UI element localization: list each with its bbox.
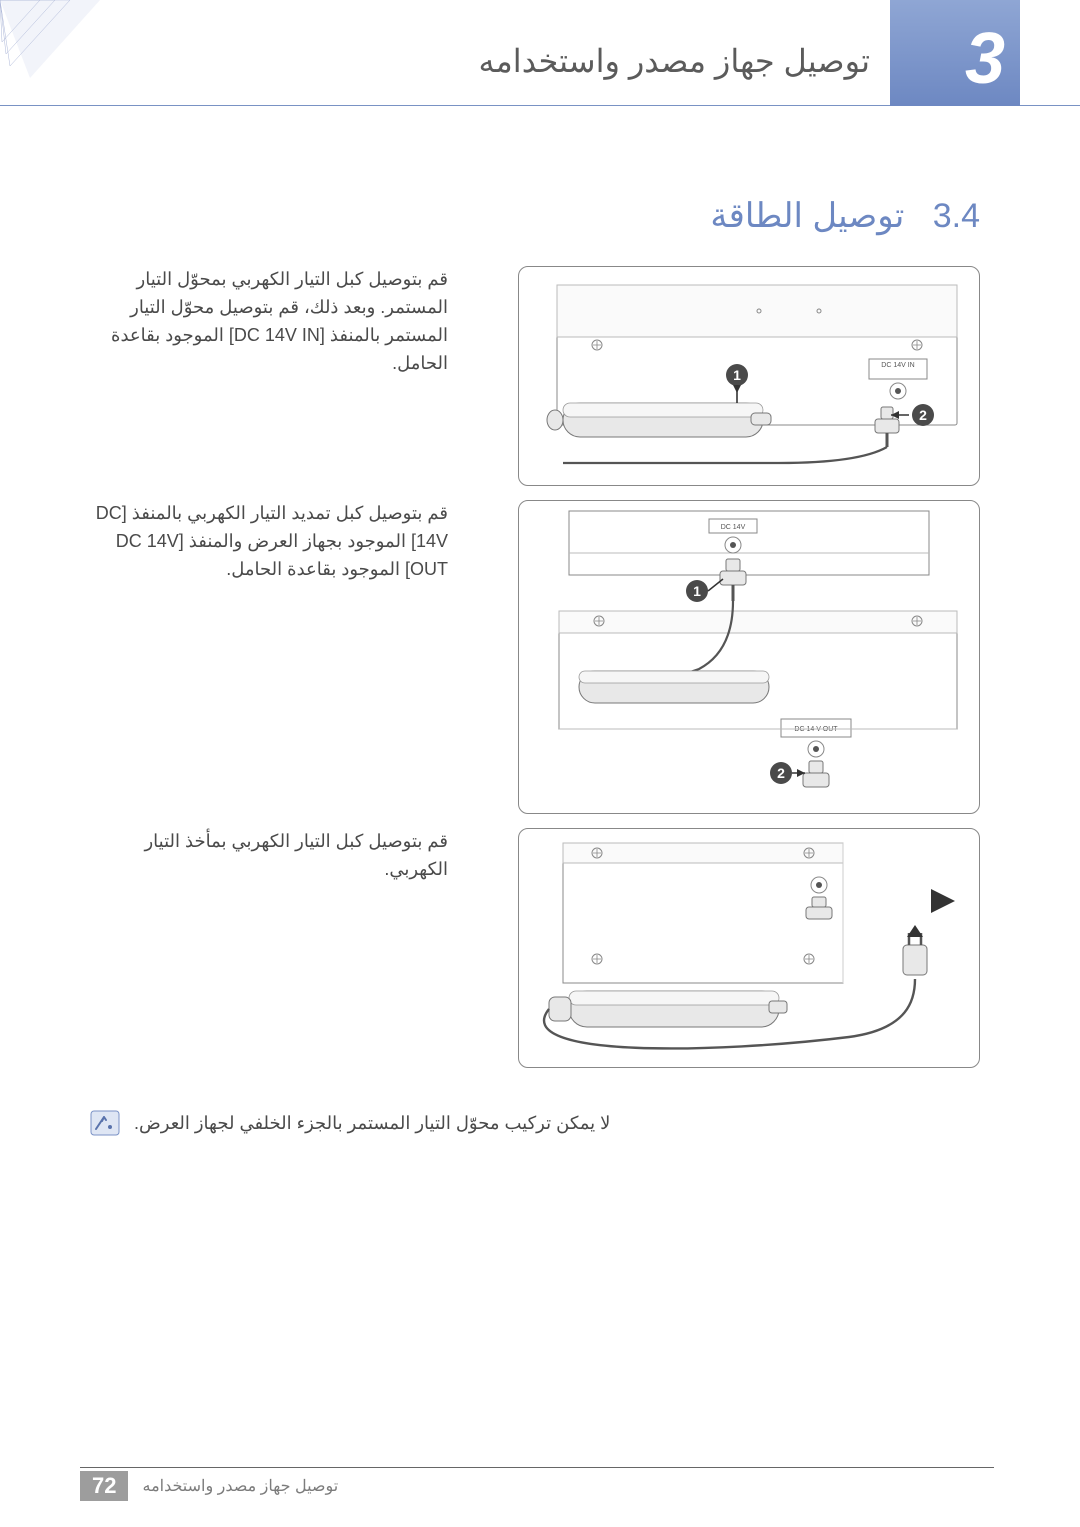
step-1-text: قم بتوصيل كبل التيار الكهربي بمحوّل التي… [88, 266, 448, 378]
footer-text: توصيل جهاز مصدر واستخدامه [142, 1476, 338, 1496]
header-decoration [0, 0, 110, 90]
section-heading: 3.4 توصيل الطاقة [0, 196, 980, 236]
step-3: قم بتوصيل كبل التيار الكهربي بمأخذ التيا… [88, 828, 980, 1068]
svg-text:1: 1 [693, 583, 701, 599]
step-2-text: قم بتوصيل كبل تمديد التيار الكهربي بالمن… [88, 500, 448, 584]
svg-text:2: 2 [777, 765, 785, 781]
dc14v-label: DC 14V [721, 524, 746, 531]
svg-text:1: 1 [733, 367, 741, 383]
dc14v-in-label: DC 14V IN [881, 362, 914, 369]
page-number: 72 [80, 1471, 128, 1501]
chapter-title: توصيل جهاز مصدر واستخدامه [479, 42, 871, 80]
step-1: DC 14V IN 2 [88, 266, 980, 486]
section-title: توصيل الطاقة [710, 197, 904, 235]
step-2-figure: DC 14V 1 [476, 500, 980, 814]
note-icon [90, 1108, 120, 1138]
note-text: لا يمكن تركيب محوّل التيار المستمر بالجز… [134, 1113, 610, 1134]
page-header: 3 توصيل جهاز مصدر واستخدامه [0, 0, 1080, 106]
note: لا يمكن تركيب محوّل التيار المستمر بالجز… [90, 1108, 990, 1138]
step-3-text: قم بتوصيل كبل التيار الكهربي بمأخذ التيا… [88, 828, 448, 884]
step-1-figure: DC 14V IN 2 [476, 266, 980, 486]
section-number: 3.4 [933, 197, 980, 235]
svg-text:2: 2 [919, 407, 927, 423]
page-footer: توصيل جهاز مصدر واستخدامه 72 [80, 1467, 994, 1497]
step-3-figure [476, 828, 980, 1068]
step-2: DC 14V 1 [88, 500, 980, 814]
chapter-number: 3 [965, 18, 1005, 100]
